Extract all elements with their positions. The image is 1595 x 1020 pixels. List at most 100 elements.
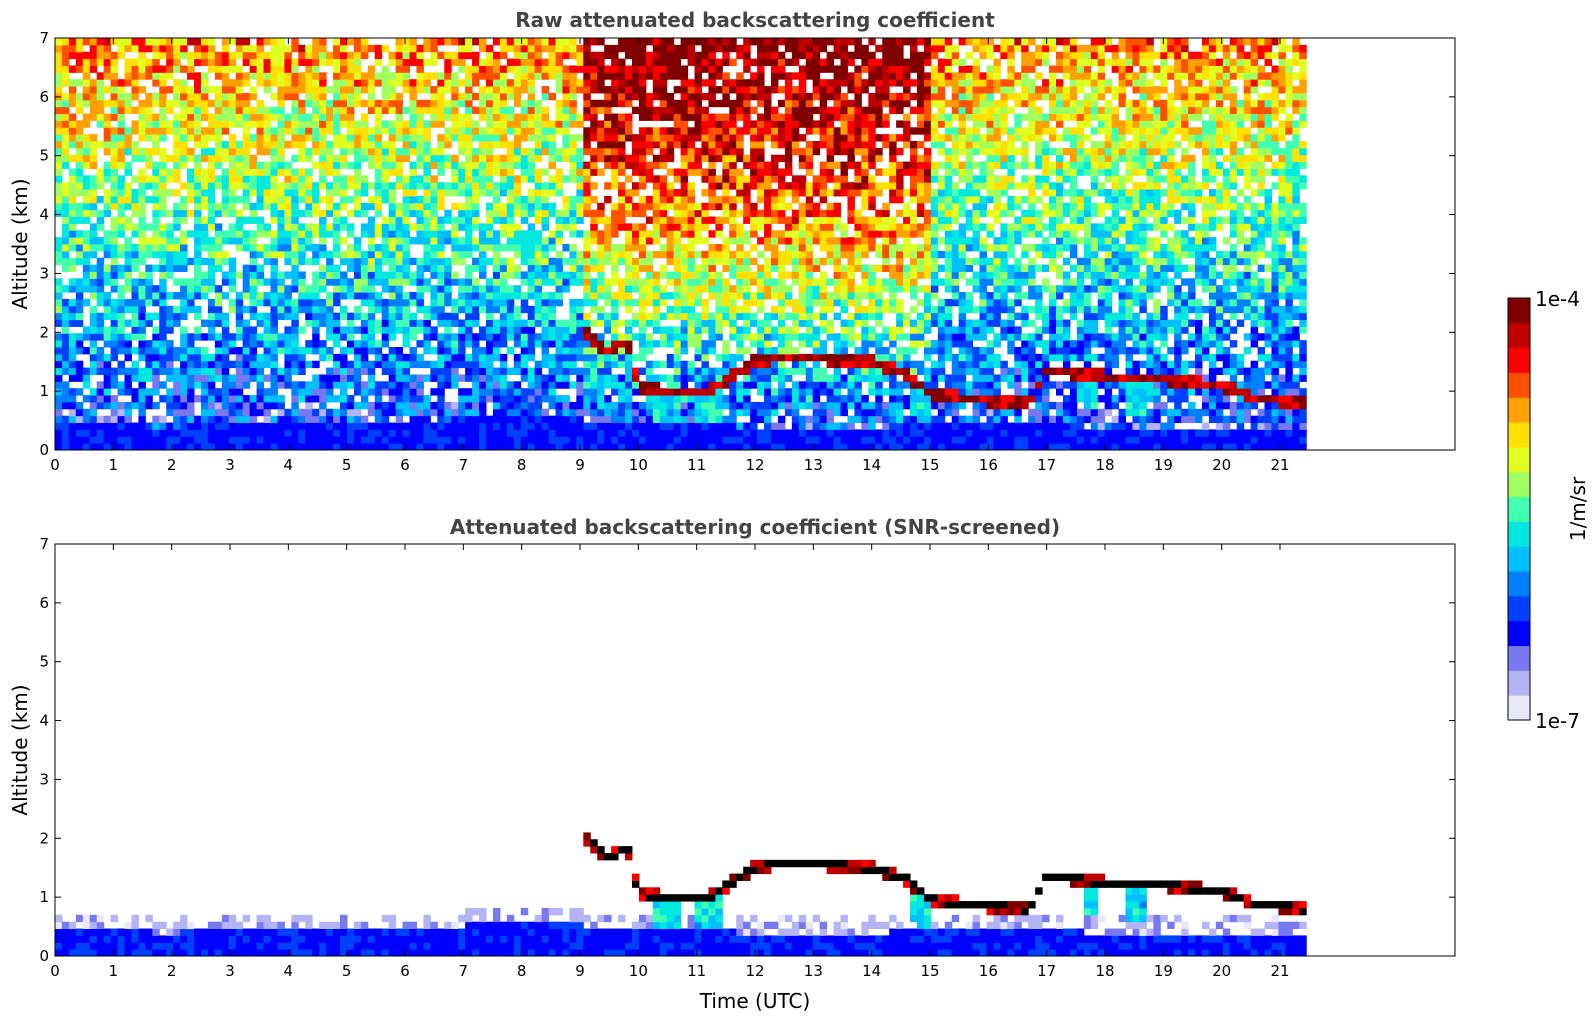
heatmap-cell	[694, 38, 702, 46]
heatmap-cell	[701, 168, 709, 176]
heatmap-cell	[89, 141, 98, 149]
heatmap-cell	[346, 278, 355, 286]
heatmap-cell	[638, 161, 647, 169]
heatmap-cell	[145, 106, 153, 115]
heatmap-cell	[492, 305, 501, 314]
heatmap-cell	[638, 141, 647, 149]
heatmap-cell	[604, 127, 612, 135]
heatmap-cell	[534, 401, 543, 410]
heatmap-cell	[506, 415, 515, 424]
heatmap-cell	[465, 120, 473, 128]
heatmap-cell	[618, 44, 626, 53]
heatmap-cell	[451, 319, 459, 327]
heatmap-cell	[187, 429, 195, 437]
heatmap-cell	[499, 353, 508, 362]
heatmap-cell	[145, 395, 153, 403]
heatmap-cell	[430, 429, 438, 437]
heatmap-cell	[333, 278, 341, 286]
heatmap-cell	[82, 154, 91, 163]
heatmap-cell	[214, 65, 223, 73]
heatmap-cell	[138, 51, 146, 60]
heatmap-cell	[242, 436, 251, 444]
heatmap-cell	[249, 72, 258, 80]
heatmap-cell	[583, 285, 591, 293]
heatmap-cell	[437, 347, 445, 355]
heatmap-cell	[708, 168, 716, 176]
heatmap-cell	[715, 182, 723, 190]
heatmap-cell	[235, 223, 244, 231]
heatmap-cell	[249, 415, 258, 424]
heatmap-cell	[625, 134, 633, 142]
heatmap-cell	[569, 161, 577, 169]
heatmap-cell	[235, 415, 244, 424]
heatmap-cell	[597, 367, 605, 375]
heatmap-cell	[555, 154, 563, 163]
heatmap-cell	[631, 134, 640, 142]
heatmap-cell	[374, 395, 383, 403]
heatmap-cell	[520, 326, 529, 334]
heatmap-cell	[298, 347, 306, 355]
heatmap-cell	[145, 429, 153, 437]
heatmap-cell	[277, 381, 285, 389]
heatmap-cell	[235, 333, 244, 341]
heatmap-cell	[89, 360, 98, 369]
heatmap-cell	[666, 333, 675, 341]
heatmap-cell	[333, 106, 341, 115]
heatmap-cell	[645, 443, 654, 451]
heatmap-cell	[583, 374, 591, 382]
heatmap-cell	[131, 298, 139, 307]
heatmap-cell	[583, 257, 591, 266]
heatmap-cell	[555, 147, 563, 156]
heatmap-cell	[207, 209, 216, 218]
heatmap-cell	[499, 223, 508, 231]
heatmap-cell	[152, 58, 160, 66]
heatmap-cell	[402, 360, 411, 369]
heatmap-cell	[708, 92, 716, 101]
heatmap-cell	[430, 436, 438, 444]
heatmap-cell	[173, 312, 181, 321]
heatmap-cell	[645, 38, 654, 46]
heatmap-cell	[736, 209, 744, 218]
heatmap-cell	[214, 223, 223, 231]
heatmap-cell	[346, 79, 355, 87]
heatmap-cell	[291, 360, 299, 369]
heatmap-cell	[166, 305, 174, 314]
heatmap-cell	[416, 237, 424, 245]
heatmap-cell	[729, 285, 737, 293]
heatmap-cell	[645, 292, 654, 300]
heatmap-cell	[513, 134, 522, 142]
heatmap-cell	[55, 429, 63, 437]
heatmap-cell	[228, 99, 237, 108]
heatmap-cell	[110, 285, 119, 293]
heatmap-cell	[124, 401, 132, 410]
heatmap-cell	[694, 134, 702, 142]
heatmap-cell	[284, 250, 292, 259]
heatmap-cell	[360, 443, 369, 451]
heatmap-cell	[492, 292, 501, 300]
heatmap-cell	[131, 141, 139, 149]
heatmap-cell	[103, 443, 112, 451]
heatmap-cell	[485, 292, 494, 300]
heatmap-cell	[548, 312, 556, 321]
heatmap-cell	[409, 443, 417, 451]
heatmap-cell	[89, 182, 98, 190]
heatmap-cell	[395, 401, 404, 410]
heatmap-cell	[722, 202, 730, 211]
heatmap-cell	[367, 271, 376, 279]
heatmap-cell	[270, 360, 278, 369]
heatmap-cell	[555, 264, 563, 272]
heatmap-cell	[409, 120, 417, 128]
heatmap-cell	[277, 230, 285, 238]
heatmap-cell	[256, 367, 265, 375]
heatmap-cell	[138, 127, 146, 135]
heatmap-cell	[631, 86, 640, 94]
heatmap-cell	[242, 278, 251, 286]
heatmap-cell	[485, 202, 494, 211]
heatmap-cell	[187, 340, 195, 348]
heatmap-cell	[221, 182, 230, 190]
heatmap-cell	[638, 223, 647, 231]
heatmap-cell	[145, 401, 153, 410]
heatmap-cell	[659, 38, 668, 46]
heatmap-cell	[409, 408, 417, 417]
